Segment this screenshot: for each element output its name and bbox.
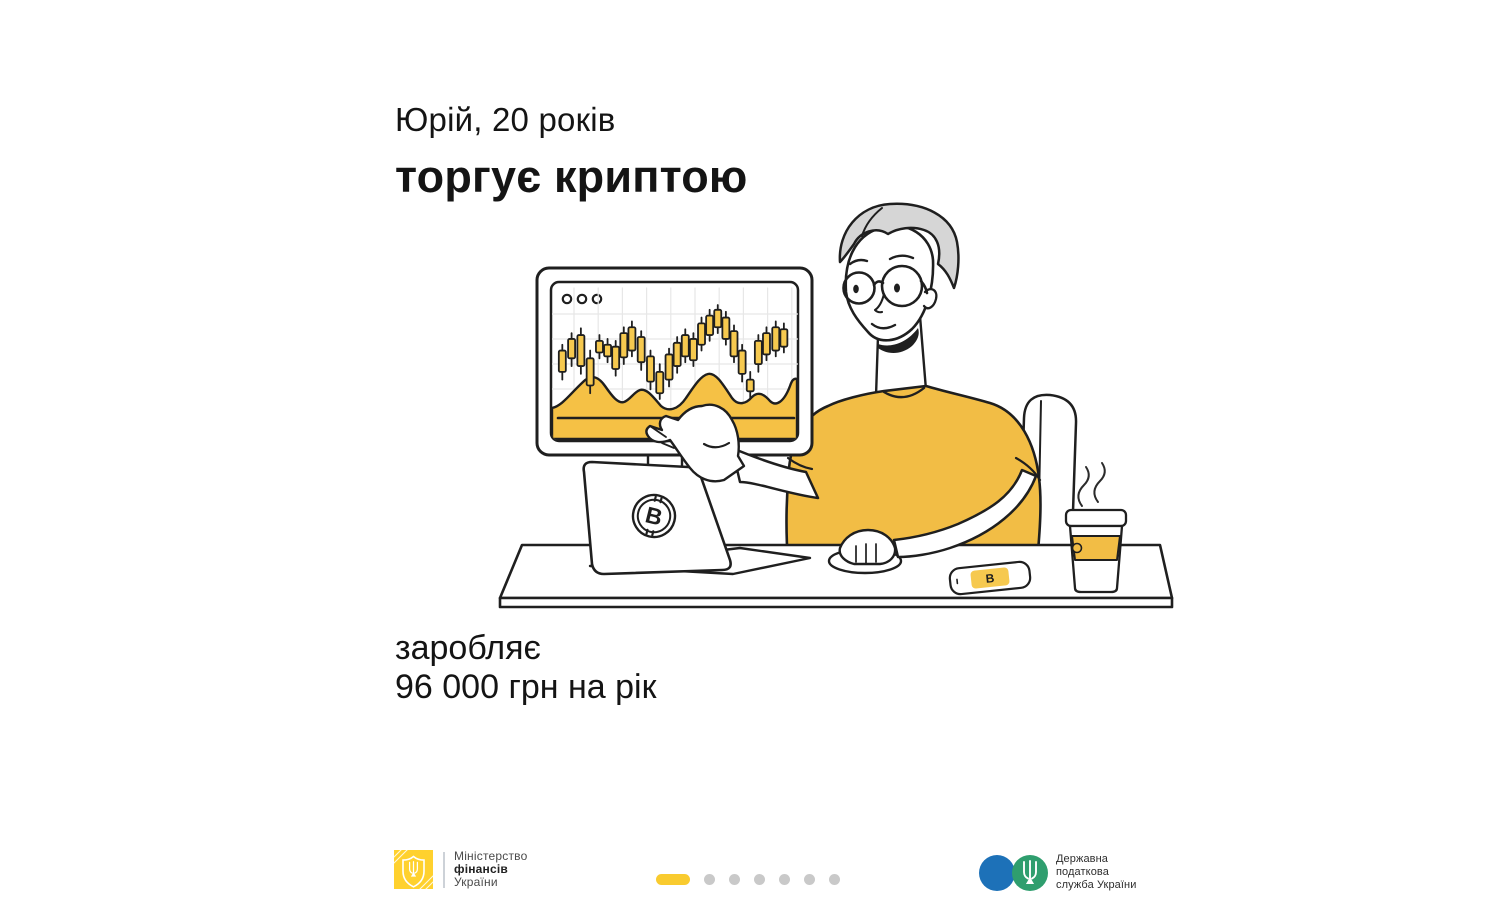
earnings: заробляє 96 000 грн на рік [395, 629, 656, 707]
laptop: B [582, 460, 812, 576]
illustration-trader-at-desk: B B [498, 202, 1174, 609]
svg-text:B: B [643, 501, 665, 530]
monitor [535, 266, 814, 457]
tax-trident-icon [1012, 854, 1048, 891]
hair [838, 202, 960, 290]
phone: B [948, 560, 1032, 596]
window-dots-icon [561, 293, 603, 305]
tax-blue-circle [979, 854, 1015, 891]
tshirt [785, 384, 1042, 564]
divider [443, 851, 445, 888]
tax-line3: служба України [1056, 879, 1137, 891]
pagination-dot[interactable] [779, 874, 790, 885]
pagination-dot-active[interactable] [656, 874, 690, 885]
coffee-cup [1064, 462, 1128, 594]
bitcoin-logo-icon: B [631, 493, 677, 539]
volume-wave [552, 372, 798, 440]
hand-on-mouse [838, 528, 897, 566]
tax-line1: Державна [1056, 853, 1108, 865]
pagination-dot[interactable] [704, 874, 715, 885]
pagination-dot[interactable] [829, 874, 840, 885]
minfin-logo: Міністерство фінансів України [394, 850, 527, 889]
candlestick-chart [557, 304, 789, 400]
minfin-emblem-icon [394, 850, 433, 889]
headline-action: торгує криптою [395, 151, 748, 202]
tax-line2: податкова [1056, 866, 1109, 878]
pagination-dot[interactable] [804, 874, 815, 885]
minfin-line2: фінансів [454, 862, 508, 876]
carousel-pagination [656, 874, 840, 885]
svg-text:B: B [985, 571, 995, 586]
pagination-dot[interactable] [754, 874, 765, 885]
mouse-arm [827, 468, 1038, 575]
steam [1077, 466, 1090, 507]
headline: Юрій, 20 років торгує криптою [395, 100, 748, 202]
steam [1093, 462, 1106, 503]
tax-service-logo: Державна податкова служба України [979, 853, 1136, 892]
face [844, 224, 935, 342]
pointing-arm [645, 403, 820, 500]
person [785, 202, 1042, 564]
minfin-line1: Міністерство [454, 849, 528, 863]
earnings-amount: 96 000 грн на рік [395, 668, 657, 706]
minfin-line3: України [454, 875, 498, 889]
headline-person: Юрій, 20 років [395, 101, 616, 138]
earnings-label: заробляє [395, 629, 541, 667]
glasses [842, 264, 929, 308]
pointing-hand [645, 403, 746, 483]
pagination-dot[interactable] [729, 874, 740, 885]
